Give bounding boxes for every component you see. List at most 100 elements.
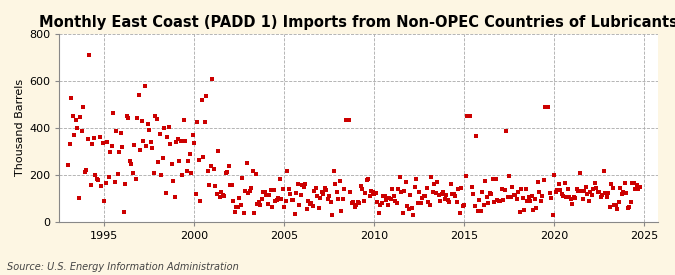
Point	[382, 203, 393, 207]
Point	[132, 116, 142, 120]
Point	[495, 199, 506, 203]
Point	[379, 194, 390, 199]
Point	[518, 207, 529, 212]
Point	[591, 186, 601, 191]
Point	[93, 178, 104, 182]
Point	[491, 198, 502, 203]
Point	[470, 133, 481, 138]
Point	[360, 191, 371, 196]
Point	[459, 203, 470, 207]
Point	[166, 161, 177, 166]
Point	[150, 114, 161, 118]
Point	[118, 209, 129, 214]
Point	[265, 188, 276, 192]
Point	[339, 187, 350, 192]
Point	[139, 83, 150, 88]
Point	[544, 191, 555, 196]
Point	[172, 137, 183, 142]
Point	[70, 118, 81, 123]
Point	[447, 192, 458, 197]
Point	[111, 128, 122, 133]
Point	[113, 172, 124, 176]
Point	[429, 182, 439, 186]
Point	[516, 187, 526, 191]
Point	[142, 122, 153, 127]
Point	[69, 133, 80, 137]
Point	[103, 174, 114, 179]
Point	[618, 189, 628, 194]
Point	[153, 159, 163, 164]
Point	[215, 194, 225, 199]
Point	[335, 209, 346, 213]
Point	[236, 203, 246, 207]
Point	[228, 199, 239, 203]
Point	[408, 213, 418, 217]
Point	[592, 190, 603, 194]
Point	[438, 189, 449, 194]
Point	[496, 187, 507, 192]
Point	[195, 199, 206, 204]
Point	[427, 189, 438, 194]
Point	[481, 195, 492, 199]
Point	[225, 183, 236, 187]
Point	[276, 197, 287, 201]
Point	[161, 191, 171, 195]
Point	[564, 194, 574, 199]
Point	[123, 116, 134, 121]
Point	[453, 187, 464, 191]
Point	[155, 131, 165, 136]
Point	[555, 188, 566, 192]
Point	[201, 94, 212, 98]
Point	[232, 205, 243, 209]
Point	[263, 202, 273, 206]
Point	[199, 120, 210, 124]
Point	[210, 184, 221, 188]
Point	[349, 205, 360, 209]
Point	[259, 190, 270, 194]
Point	[159, 126, 169, 130]
Point	[361, 178, 372, 183]
Point	[523, 194, 534, 199]
Point	[632, 187, 643, 191]
Point	[529, 197, 540, 202]
Point	[554, 182, 564, 186]
Point	[556, 192, 567, 196]
Point	[574, 171, 585, 175]
Point	[217, 193, 228, 197]
Point	[403, 207, 414, 212]
Point	[436, 192, 447, 196]
Point	[589, 180, 600, 185]
Point	[240, 188, 250, 193]
Point	[168, 179, 179, 183]
Point	[270, 199, 281, 204]
Point	[63, 163, 74, 167]
Point	[411, 177, 422, 181]
Point	[549, 173, 560, 177]
Point	[333, 197, 344, 201]
Point	[505, 195, 516, 199]
Point	[489, 199, 500, 204]
Point	[171, 140, 182, 144]
Point	[433, 193, 444, 198]
Point	[322, 197, 333, 201]
Point	[253, 200, 264, 205]
Point	[319, 185, 330, 190]
Point	[486, 191, 497, 196]
Point	[358, 199, 369, 203]
Point	[242, 161, 252, 166]
Point	[87, 142, 98, 147]
Point	[493, 199, 504, 203]
Point	[271, 198, 282, 203]
Point	[484, 191, 495, 195]
Point	[630, 187, 641, 191]
Point	[264, 193, 275, 197]
Point	[583, 198, 594, 203]
Point	[346, 201, 357, 205]
Point	[130, 177, 141, 182]
Point	[412, 201, 423, 205]
Point	[420, 194, 431, 198]
Point	[388, 194, 399, 198]
Point	[64, 142, 75, 146]
Point	[286, 198, 297, 202]
Point	[628, 181, 639, 185]
